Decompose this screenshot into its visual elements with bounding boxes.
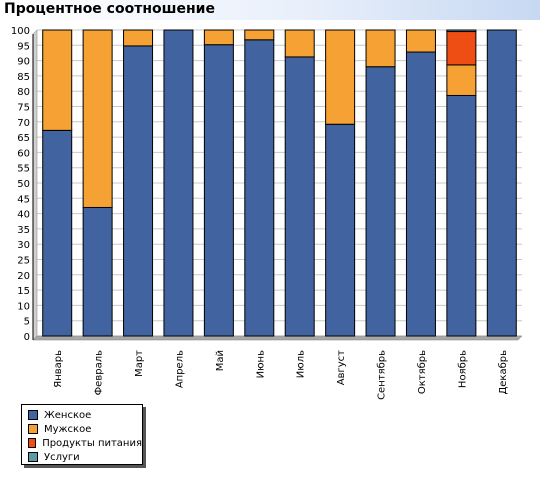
legend-label-male: Мужское xyxy=(44,423,92,435)
y-tick-label: 80 xyxy=(17,87,30,98)
chart-left-wall xyxy=(32,29,38,341)
bar-segment-female xyxy=(405,51,436,337)
bar-segment-male xyxy=(284,29,315,58)
y-tick-label: 0 xyxy=(24,332,30,343)
y-tick-label: 5 xyxy=(24,317,30,328)
x-tick-label: Апрель xyxy=(174,350,185,388)
legend: Женское Мужское Продукты питания Услуги xyxy=(21,404,143,465)
bar-segment-female xyxy=(203,44,234,337)
legend-label-food: Продукты питания xyxy=(42,437,142,449)
y-tick-label: 95 xyxy=(17,41,30,52)
bar-segment-male xyxy=(365,29,396,68)
stacked-bar-chart: 0 5 10 15 20 25 30 35 40 45 50 55 60 65 70 75 80 85 90 95 10… xyxy=(11,26,523,400)
legend-swatch-food xyxy=(28,438,37,448)
bar-segment-male xyxy=(123,29,154,47)
bar-segment-female xyxy=(42,129,73,337)
y-tick-label: 75 xyxy=(17,103,30,114)
y-tick-label: 45 xyxy=(17,194,30,205)
x-tick-label: Август xyxy=(336,350,347,385)
bar-segment-food xyxy=(446,31,477,66)
legend-item-food: Продукты питания xyxy=(22,436,142,450)
legend-swatch-female xyxy=(28,410,38,420)
y-tick-label: 90 xyxy=(17,57,30,68)
bar-segment-male xyxy=(446,64,477,96)
y-tick-label: 70 xyxy=(17,118,30,129)
x-tick-label: Июль xyxy=(296,350,307,378)
legend-item-services: Услуги xyxy=(22,450,142,464)
y-tick-label: 25 xyxy=(17,256,30,267)
y-tick-label: 40 xyxy=(17,210,30,221)
bar-segment-female xyxy=(163,29,194,337)
bar-segment-male xyxy=(82,29,113,208)
x-tick-label: Декабрь xyxy=(498,350,509,395)
x-tick-label: Ноябрь xyxy=(457,350,468,388)
bar-segment-female xyxy=(446,94,477,337)
x-tick-label: Июнь xyxy=(255,350,266,378)
chart-title: Процентное соотношение xyxy=(4,1,215,17)
legend-swatch-male xyxy=(28,424,38,434)
y-tick-label: 85 xyxy=(17,72,30,83)
y-tick-label: 20 xyxy=(17,271,30,282)
legend-label-female: Женское xyxy=(44,409,92,421)
x-tick-label: Март xyxy=(134,350,145,377)
x-tick-label: Сентябрь xyxy=(377,350,388,400)
title-bar: Процентное соотношение xyxy=(0,0,540,20)
legend-swatch-services xyxy=(28,452,38,462)
bar-segment-services xyxy=(446,29,477,33)
bar-segment-female xyxy=(365,66,396,337)
bar-segment-male xyxy=(42,29,73,131)
y-tick-label: 100 xyxy=(11,26,30,37)
y-tick-label: 10 xyxy=(17,301,30,312)
y-tick-label: 35 xyxy=(17,225,30,236)
y-tick-label: 15 xyxy=(17,286,30,297)
bar-segment-female xyxy=(325,123,356,337)
bar-segment-male xyxy=(405,29,436,53)
x-tick-label: Январь xyxy=(53,350,64,388)
chart-floor xyxy=(32,335,523,341)
y-tick-label: 60 xyxy=(17,148,30,159)
bar-segment-male xyxy=(325,29,356,125)
y-tick-label: 65 xyxy=(17,133,30,144)
bar-segment-male xyxy=(244,29,275,41)
bar-segment-male xyxy=(203,29,234,46)
legend-item-female: Женское xyxy=(22,408,142,422)
bar-segment-female xyxy=(82,206,113,337)
bar-segment-female xyxy=(244,39,275,337)
bar-segment-female xyxy=(284,56,315,337)
bar-segment-female xyxy=(486,29,517,337)
y-tick-label: 30 xyxy=(17,240,30,251)
y-tick-label: 50 xyxy=(17,179,30,190)
x-tick-label: Май xyxy=(215,350,226,371)
y-tick-label: 55 xyxy=(17,164,30,175)
legend-item-male: Мужское xyxy=(22,422,142,436)
legend-label-services: Услуги xyxy=(44,451,80,463)
bar-segment-female xyxy=(123,45,154,337)
x-tick-label: Февраль xyxy=(94,350,105,396)
x-tick-label: Октябрь xyxy=(417,350,428,394)
